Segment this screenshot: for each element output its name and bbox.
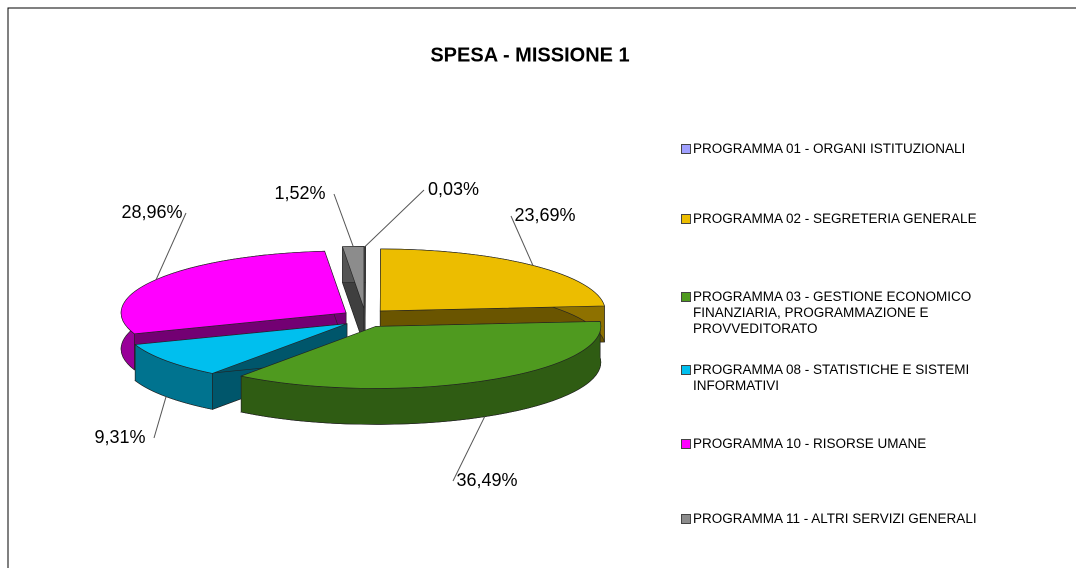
data-label: 9,31% bbox=[94, 427, 145, 447]
pie-slice bbox=[240, 321, 602, 389]
legend-item: PROGRAMMA 11 - ALTRI SERVIZI GENERALI bbox=[681, 511, 1041, 527]
legend-label: PROGRAMMA 10 - RISORSE UMANE bbox=[693, 436, 927, 451]
leader-line bbox=[153, 396, 167, 439]
legend-item: PROGRAMMA 01 - ORGANI ISTITUZIONALI bbox=[681, 141, 1041, 157]
leader-line bbox=[333, 193, 354, 247]
data-label: 36,49% bbox=[456, 470, 517, 490]
legend-swatch bbox=[681, 292, 691, 302]
legend-swatch bbox=[681, 214, 691, 224]
chart-title: SPESA - MISSIONE 1 bbox=[430, 44, 629, 66]
legend-item: PROGRAMMA 08 - STATISTICHE E SISTEMI INF… bbox=[681, 362, 1041, 394]
leader-line bbox=[452, 416, 486, 482]
leader-line bbox=[364, 189, 425, 247]
leader-line bbox=[155, 212, 187, 280]
legend-swatch bbox=[681, 439, 691, 449]
legend-item: PROGRAMMA 02 - SEGRETERIA GENERALE bbox=[681, 211, 1041, 227]
data-label: 1,52% bbox=[274, 183, 325, 203]
legend-item: PROGRAMMA 10 - RISORSE UMANE bbox=[681, 436, 1041, 452]
data-label: 28,96% bbox=[121, 202, 182, 222]
legend-label: PROGRAMMA 11 - ALTRI SERVIZI GENERALI bbox=[693, 511, 977, 526]
legend-label: PROGRAMMA 02 - SEGRETERIA GENERALE bbox=[693, 211, 977, 226]
legend-label: PROGRAMMA 03 - GESTIONE ECONOMICO FINANZ… bbox=[693, 289, 972, 336]
leader-line bbox=[510, 215, 534, 266]
legend-label: PROGRAMMA 08 - STATISTICHE E SISTEMI INF… bbox=[693, 362, 970, 393]
legend-item: PROGRAMMA 03 - GESTIONE ECONOMICO FINANZ… bbox=[681, 289, 1041, 337]
legend-swatch bbox=[681, 514, 691, 524]
data-label: 23,69% bbox=[514, 205, 575, 225]
data-label: 0,03% bbox=[428, 179, 479, 199]
legend-swatch bbox=[681, 144, 691, 154]
legend-label: PROGRAMMA 01 - ORGANI ISTITUZIONALI bbox=[693, 141, 966, 156]
pie-slice bbox=[134, 323, 348, 374]
legend-swatch bbox=[681, 365, 691, 375]
